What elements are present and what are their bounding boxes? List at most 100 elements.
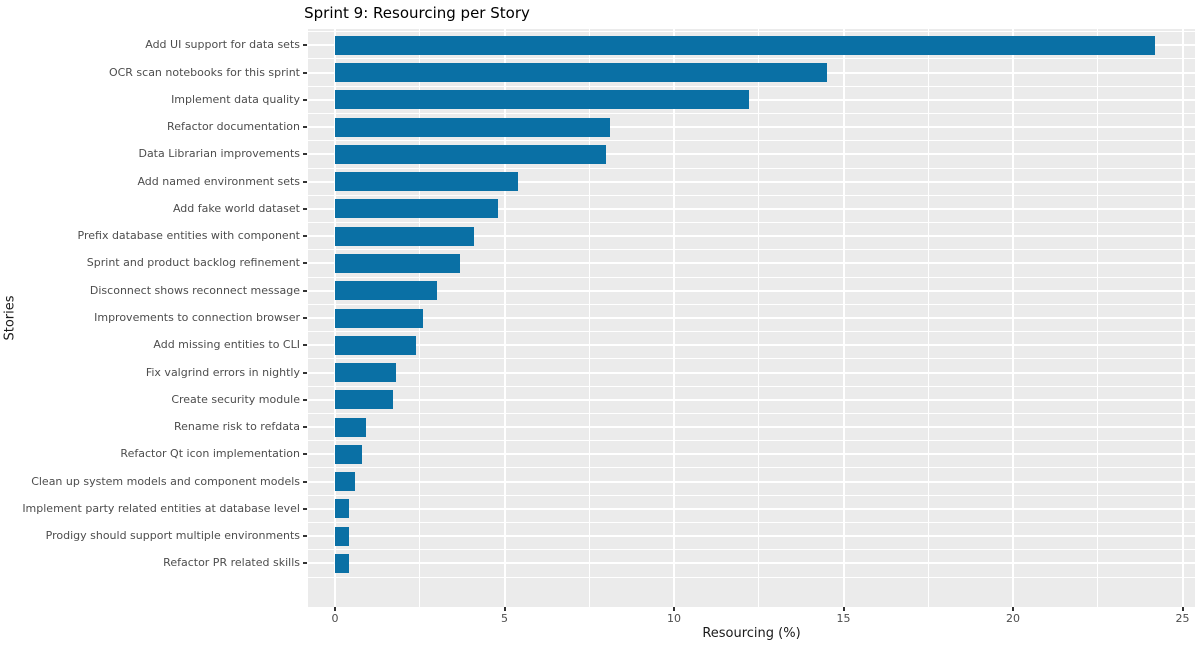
gridline-horizontal-minor [308,85,1195,87]
y-tick-mark [303,344,307,347]
y-tick-mark [303,507,307,510]
bar [335,499,349,519]
gridline-horizontal-major [308,289,1195,292]
bar [335,335,417,355]
bar [335,390,393,410]
gridline-horizontal-minor [308,113,1195,115]
x-tick-mark [503,607,506,611]
gridline-horizontal-major [308,480,1195,483]
plot-panel [308,29,1195,607]
chart-title: Sprint 9: Resourcing per Story [304,4,530,22]
x-tick-label: 5 [501,612,508,625]
gridline-horizontal-minor [308,494,1195,496]
gridline-horizontal-minor [308,521,1195,523]
gridline-horizontal-minor [308,140,1195,142]
bar [335,444,363,464]
y-tick-label: OCR scan notebooks for this sprint [108,65,300,79]
bar [335,199,498,219]
y-tick-label: Sprint and product backlog refinement [86,256,300,270]
y-tick-label: Implement party related entities at data… [22,501,300,515]
x-tick-mark [842,607,845,611]
y-tick-label: Fix valgrind errors in nightly [145,365,300,379]
y-tick-mark [303,44,307,47]
bar [335,90,749,110]
bar [335,253,461,273]
gridline-horizontal-minor [308,194,1195,196]
y-tick-mark [303,71,307,74]
bar [335,63,827,83]
gridline-horizontal-major [308,98,1195,101]
x-tick-label: 25 [1175,612,1190,625]
x-tick-label: 0 [331,612,339,625]
gridline-horizontal-major [308,207,1195,210]
gridline-horizontal-minor [308,467,1195,469]
bar [335,144,607,164]
y-tick-label: Refactor PR related skills [163,556,300,570]
gridline-horizontal-minor [308,249,1195,251]
gridline-horizontal-major [308,535,1195,538]
bar [335,281,437,301]
y-tick-mark [303,207,307,210]
gridline-horizontal-major [308,371,1195,374]
bar [335,472,356,492]
y-tick-label: Rename risk to refdata [173,420,300,434]
y-tick-mark [303,535,307,538]
gridline-horizontal-minor [308,412,1195,414]
y-tick-mark [303,262,307,265]
gridline-horizontal-minor [308,303,1195,305]
y-tick-mark [303,289,307,292]
y-tick-mark [303,180,307,183]
y-tick-mark [303,98,307,101]
y-tick-label: Data Librarian improvements [138,147,300,161]
y-tick-label: Refactor documentation [167,120,300,134]
gridline-horizontal-minor [308,167,1195,169]
x-tick-mark [1012,607,1014,611]
gridline-horizontal-minor [308,385,1195,387]
gridline-horizontal-minor [308,440,1195,442]
y-tick-mark [303,371,307,374]
bar [335,308,424,328]
x-tick-mark [1181,607,1184,611]
bar [335,226,474,246]
gridline-horizontal-major [308,507,1195,510]
gridline-horizontal-major [308,180,1195,183]
gridline-horizontal-major [308,426,1195,429]
x-tick-label: 10 [667,612,681,625]
y-tick-label: Add named environment sets [137,174,300,188]
gridline-horizontal-major [308,344,1195,347]
y-tick-mark [303,480,307,483]
y-tick-mark [303,235,307,238]
bar [335,363,397,383]
gridline-horizontal-minor [308,331,1195,333]
gridline-horizontal-major [308,562,1195,565]
gridline-horizontal-major [308,317,1195,319]
x-tick-label: 20 [1006,612,1020,625]
y-tick-mark [303,426,307,429]
gridline-horizontal-major [308,153,1195,156]
y-tick-label: Add fake world dataset [172,201,300,215]
x-tick-mark [334,607,336,611]
bar [335,35,1156,55]
y-tick-label: Add missing entities to CLI [153,338,300,352]
y-tick-mark [303,453,307,456]
gridline-horizontal-major [308,262,1195,265]
gridline-horizontal-minor [308,222,1195,224]
y-tick-mark [303,153,307,156]
y-tick-label: Prefix database entities with component [77,229,300,243]
x-tick-mark [673,607,675,611]
y-tick-label: Improvements to connection browser [94,311,300,324]
y-tick-mark [303,562,307,565]
bar [335,172,519,192]
y-tick-label: Create security module [171,392,300,406]
y-tick-mark [303,398,307,401]
x-tick-label: 15 [836,612,851,625]
gridline-horizontal-minor [308,576,1195,578]
y-tick-label: Disconnect shows reconnect message [89,283,300,297]
gridline-horizontal-minor [308,31,1195,33]
y-tick-label: Add UI support for data sets [145,38,300,52]
y-tick-label: Implement data quality [171,92,300,106]
gridline-horizontal-minor [308,358,1195,360]
y-tick-label: Prodigy should support multiple environm… [45,529,300,543]
gridline-horizontal-minor [308,58,1195,60]
